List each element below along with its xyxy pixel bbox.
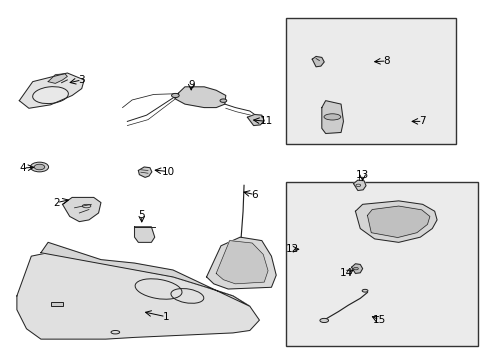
Polygon shape (135, 227, 155, 242)
Bar (286, 18, 456, 144)
Polygon shape (19, 73, 84, 108)
Polygon shape (173, 87, 226, 108)
Text: 14: 14 (340, 269, 353, 278)
Text: 6: 6 (251, 190, 258, 200)
Polygon shape (312, 57, 324, 67)
Text: 13: 13 (356, 170, 369, 180)
Text: 7: 7 (419, 116, 426, 126)
Text: 8: 8 (383, 56, 390, 66)
Polygon shape (322, 101, 343, 134)
Polygon shape (352, 264, 363, 274)
Polygon shape (216, 240, 268, 284)
Text: 2: 2 (53, 198, 60, 208)
Polygon shape (17, 253, 259, 339)
Ellipse shape (324, 114, 341, 120)
Polygon shape (355, 201, 437, 242)
Polygon shape (368, 206, 430, 238)
Ellipse shape (320, 318, 329, 323)
Polygon shape (48, 74, 67, 84)
Text: 3: 3 (78, 75, 85, 85)
Ellipse shape (34, 164, 45, 170)
Text: 10: 10 (162, 167, 175, 176)
Bar (50, 302, 63, 306)
Ellipse shape (172, 93, 179, 98)
Polygon shape (63, 197, 101, 222)
Bar (286, 182, 478, 346)
Polygon shape (138, 167, 152, 177)
Text: 12: 12 (286, 244, 299, 254)
Text: 5: 5 (139, 210, 145, 220)
Polygon shape (247, 114, 264, 126)
Text: 9: 9 (188, 80, 195, 90)
Polygon shape (41, 242, 250, 306)
Ellipse shape (220, 99, 227, 102)
Ellipse shape (33, 87, 69, 104)
Text: 4: 4 (20, 163, 26, 173)
Ellipse shape (362, 289, 368, 292)
Text: 11: 11 (260, 116, 273, 126)
Polygon shape (353, 180, 366, 190)
Text: 15: 15 (373, 315, 386, 325)
Text: 1: 1 (163, 312, 169, 321)
Polygon shape (207, 237, 276, 289)
Ellipse shape (353, 267, 358, 270)
Ellipse shape (30, 162, 49, 172)
